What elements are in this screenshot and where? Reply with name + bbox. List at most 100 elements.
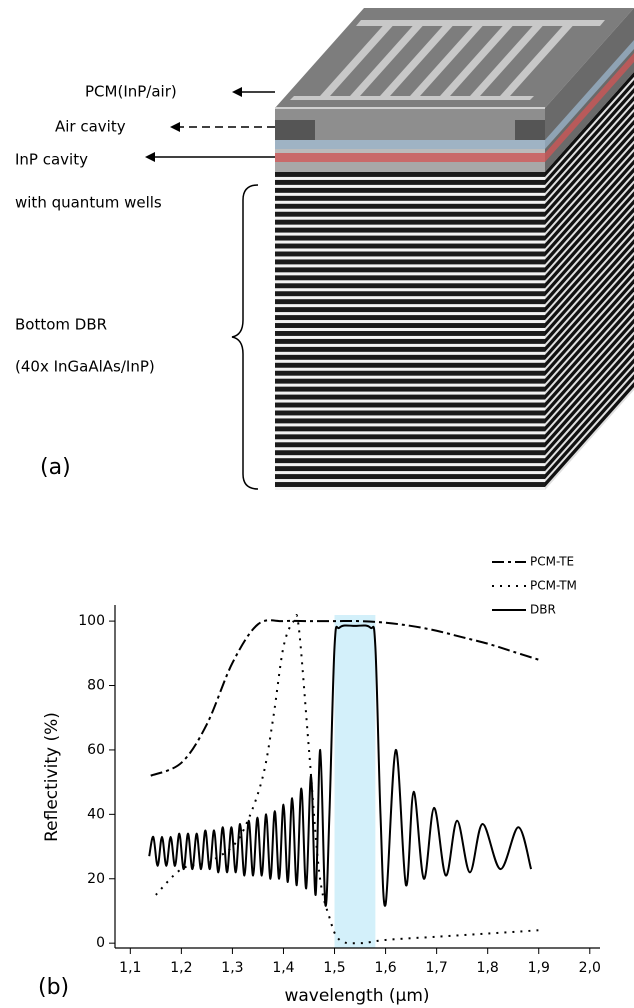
dbr-side-layer — [545, 374, 634, 480]
dbr-side-layer — [545, 342, 634, 448]
dbr-layer — [275, 195, 545, 201]
dbr-side-layer — [545, 366, 634, 472]
x-tick-label: 2,0 — [579, 960, 601, 976]
dbr-side-layer — [545, 310, 634, 416]
dbr-layer — [275, 450, 545, 456]
dbr-side-layer — [545, 183, 634, 289]
dbr-side-layer — [545, 79, 634, 185]
y-axis-label: Reflectivity (%) — [42, 712, 62, 842]
dbr-layer — [275, 442, 545, 448]
dbr-layer — [275, 354, 545, 360]
dbr-layer — [275, 275, 545, 281]
grating-bar — [380, 20, 458, 96]
spacer-layer — [275, 149, 545, 153]
x-tick-label: 1,6 — [374, 960, 396, 976]
y-tick-label: 40 — [87, 806, 105, 822]
x-tick-label: 1,3 — [221, 960, 243, 976]
dbr-side-layer — [545, 350, 634, 456]
dbr-side-layer — [545, 270, 634, 376]
dbr-layer — [275, 370, 545, 376]
x-tick-label: 1,4 — [272, 960, 294, 976]
diagram-label: PCM(InP/air) — [85, 83, 177, 101]
dbr-layer — [275, 434, 545, 440]
chart: (b) wavelength (µm) Reflectivity (%) 0 20… — [38, 555, 601, 1007]
dbr-side-layer — [545, 334, 634, 440]
dbr-side-layer — [545, 215, 634, 321]
dbr-layer — [275, 259, 545, 265]
dbr-layer — [275, 474, 545, 480]
dbr-layer — [275, 179, 545, 185]
side-red — [545, 53, 634, 162]
legend-label: PCM-TM — [530, 579, 577, 593]
x-tick-label: 1,9 — [528, 960, 550, 976]
dbr-layer — [275, 346, 545, 352]
device-diagram: PCM(InP/air) Air cavity InP cavity with … — [15, 8, 634, 490]
dbr-side-layer — [545, 294, 634, 400]
dbr-side-layer — [545, 199, 634, 305]
dbr-layer — [275, 267, 545, 273]
dbr-side-layer — [545, 119, 634, 225]
dbr-side-layer — [545, 127, 634, 233]
x-tick-label: 1,1 — [119, 960, 141, 976]
diagram-label: InP cavity — [15, 151, 88, 169]
dbr-side-layer — [545, 278, 634, 384]
dbr-side-layer — [545, 167, 634, 273]
legend-label: DBR — [530, 603, 556, 617]
grating-bar — [320, 20, 398, 96]
dbr-layer — [275, 283, 545, 289]
panel-label: (a) — [40, 455, 71, 480]
grating-frame — [356, 20, 605, 26]
dbr-layer — [275, 307, 545, 313]
dbr-side-layer — [545, 302, 634, 408]
inp-layer — [275, 162, 545, 172]
dbr-layer — [275, 394, 545, 400]
dbr-side-layer — [545, 382, 634, 487]
diagram-label: with quantum wells — [15, 194, 162, 212]
dbr-side-layer — [545, 231, 634, 336]
dbr-side-layer — [545, 254, 634, 360]
dbr-side-layer — [545, 135, 634, 241]
dbr-side-layer — [545, 246, 634, 352]
diagram-label: Air cavity — [55, 118, 126, 136]
dbr-layer — [275, 331, 545, 336]
air-cavity-left — [275, 120, 315, 140]
air-cavity-layer — [275, 140, 545, 149]
dbr-layer — [275, 418, 545, 424]
y-tick-label: 20 — [87, 871, 105, 887]
y-tick-label: 0 — [96, 935, 105, 951]
x-tick-label: 1,8 — [477, 960, 499, 976]
series-line — [150, 619, 540, 777]
dbr-side-layer — [545, 103, 634, 209]
dbr-side-layer — [545, 151, 634, 257]
dbr-side-layer — [545, 262, 634, 368]
dbr-layer — [275, 386, 545, 392]
dbr-side-layer — [545, 358, 634, 464]
dbr-side-layer — [545, 111, 634, 217]
dbr-layer — [275, 219, 545, 225]
dbr-side-layer — [545, 318, 634, 424]
dbr-layer — [275, 466, 545, 472]
dbr-layer — [275, 172, 545, 177]
diagram-label: Bottom DBR — [15, 316, 107, 334]
x-tick-label: 1,2 — [170, 960, 192, 976]
y-tick-label: 60 — [87, 742, 105, 758]
dbr-side-layer — [545, 87, 634, 193]
panel-label: (b) — [38, 975, 69, 1000]
grating-bar — [470, 20, 548, 96]
series-line — [148, 624, 533, 907]
grating-bar — [410, 20, 488, 96]
dbr-layer — [275, 482, 545, 487]
pcm-layer — [275, 108, 545, 140]
dbr-layer — [275, 227, 545, 233]
legend-label: PCM-TE — [530, 555, 574, 569]
dbr-layer — [275, 187, 545, 193]
dbr-layer — [275, 323, 545, 328]
dbr-layer — [275, 299, 545, 305]
dbr-side-layer — [545, 286, 634, 392]
dbr-side-layer — [545, 175, 634, 281]
dbr-layer — [275, 291, 545, 297]
dbr-side-layer — [545, 223, 634, 328]
brace — [231, 184, 259, 490]
x-tick-label: 1,5 — [323, 960, 345, 976]
dbr-layer — [275, 402, 545, 408]
